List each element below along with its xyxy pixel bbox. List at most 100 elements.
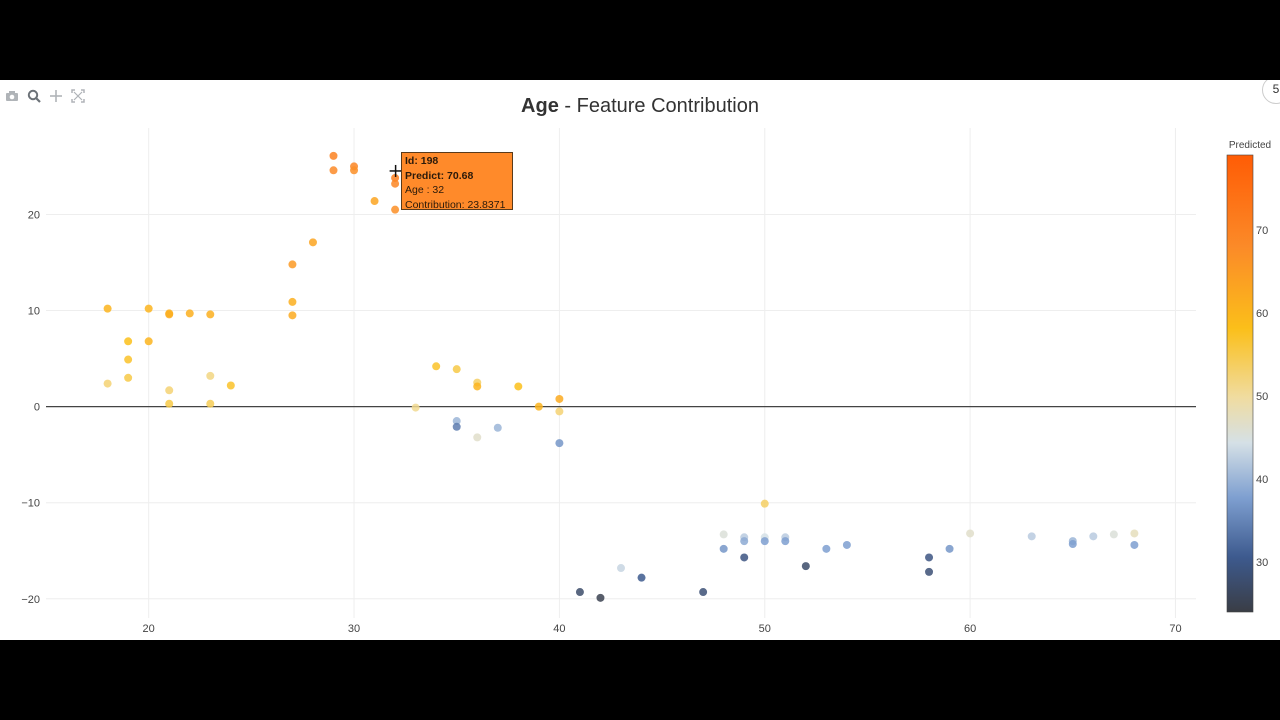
chart-title: Age - Feature Contribution — [521, 95, 759, 117]
data-point — [206, 371, 215, 380]
data-point — [473, 433, 482, 442]
colorbar: Predicted 30 40 50 60 70 — [1226, 140, 1271, 613]
data-point — [391, 179, 400, 188]
x-tick-label: 50 — [759, 623, 771, 635]
data-point — [452, 422, 461, 431]
plot-frame: Age - Feature Contribution −20 −10 0 10 20 2… — [0, 80, 1280, 640]
grid-lines — [46, 128, 1196, 618]
data-point — [288, 297, 297, 306]
data-point — [555, 407, 564, 416]
tooltip-predict: Predict: 70.68 — [405, 169, 474, 182]
data-point — [1089, 532, 1098, 541]
colorbar-gradient — [1226, 154, 1254, 613]
data-point — [719, 530, 728, 539]
tooltip-contribution: Contribution: 23.8371 — [405, 198, 506, 211]
data-point — [966, 529, 975, 538]
data-point — [391, 173, 400, 182]
data-point — [925, 553, 934, 562]
data-point — [534, 402, 543, 411]
modebar — [4, 88, 86, 104]
data-point — [596, 593, 605, 602]
data-point — [432, 362, 441, 371]
colorbar-tick-label: 40 — [1256, 474, 1268, 486]
data-point — [165, 399, 174, 408]
camera-icon[interactable] — [4, 88, 20, 104]
hover-tooltip: Id: 198 Predict: 70.68 Age : 32 Contribu… — [401, 152, 513, 211]
x-tick-label: 30 — [348, 623, 360, 635]
data-point — [288, 311, 297, 320]
data-point — [124, 337, 133, 346]
data-point — [637, 573, 646, 582]
y-tick-label: −10 — [21, 498, 40, 510]
colorbar-tick-label: 60 — [1256, 308, 1268, 320]
pan-icon[interactable] — [48, 88, 64, 104]
data-point — [945, 544, 954, 553]
data-point — [124, 355, 133, 364]
data-point — [288, 260, 297, 269]
x-tick-label: 20 — [143, 623, 155, 635]
data-point — [493, 423, 502, 432]
data-point — [329, 151, 338, 160]
x-axis-ticks: 20 30 40 50 60 70 — [143, 623, 1182, 635]
data-point — [124, 373, 133, 382]
data-point — [144, 337, 153, 346]
data-point — [925, 567, 934, 576]
data-point — [473, 382, 482, 391]
data-point — [370, 197, 379, 206]
data-point — [206, 399, 215, 408]
data-point — [801, 562, 810, 571]
data-point — [452, 417, 461, 426]
y-tick-label: 10 — [28, 306, 40, 318]
colorbar-tick-label: 70 — [1256, 225, 1268, 237]
data-point — [575, 588, 584, 597]
data-point — [391, 205, 400, 214]
data-points — [103, 151, 1139, 602]
data-point — [144, 304, 153, 313]
data-point — [329, 166, 338, 175]
zoom-icon[interactable] — [26, 88, 42, 104]
y-axis-ticks: −20 −10 0 10 20 — [21, 209, 40, 605]
data-point — [1109, 530, 1118, 539]
y-tick-label: −20 — [21, 594, 40, 606]
data-point — [822, 544, 831, 553]
y-tick-label: 20 — [28, 209, 40, 221]
data-point — [1027, 532, 1036, 541]
data-point — [1130, 540, 1139, 549]
x-tick-label: 40 — [553, 623, 565, 635]
crosshair-cursor-icon — [389, 164, 402, 177]
data-point — [555, 394, 564, 403]
data-point — [617, 564, 625, 573]
scatter-chart: Age - Feature Contribution −20 −10 0 10 20 2… — [21, 95, 1271, 635]
data-point — [842, 540, 851, 549]
data-point — [165, 309, 174, 318]
data-point — [719, 544, 728, 553]
data-point — [411, 403, 420, 412]
data-point — [555, 439, 564, 448]
data-point — [740, 553, 749, 562]
y-tick-label: 0 — [34, 402, 40, 414]
data-point — [350, 166, 359, 175]
data-point — [103, 379, 112, 388]
data-point — [740, 537, 749, 546]
data-point — [206, 310, 215, 319]
data-point — [185, 309, 194, 318]
data-point — [699, 588, 708, 597]
x-tick-label: 60 — [964, 623, 976, 635]
data-point — [1068, 540, 1077, 549]
data-point — [781, 537, 790, 546]
tooltip-id: Id: 198 — [405, 155, 439, 167]
data-point — [226, 381, 235, 390]
colorbar-tick-label: 50 — [1256, 391, 1268, 403]
colorbar-title: Predicted — [1229, 140, 1271, 151]
data-point — [308, 238, 317, 247]
data-point — [760, 537, 769, 546]
data-point — [760, 499, 769, 508]
x-tick-label: 70 — [1169, 623, 1181, 635]
autoscale-icon[interactable] — [70, 88, 86, 104]
data-point — [514, 382, 523, 391]
data-point — [103, 304, 112, 313]
tooltip-age: Age : 32 — [405, 184, 445, 196]
data-point — [165, 386, 174, 395]
colorbar-tick-label: 30 — [1256, 557, 1268, 569]
data-point — [1130, 529, 1139, 538]
